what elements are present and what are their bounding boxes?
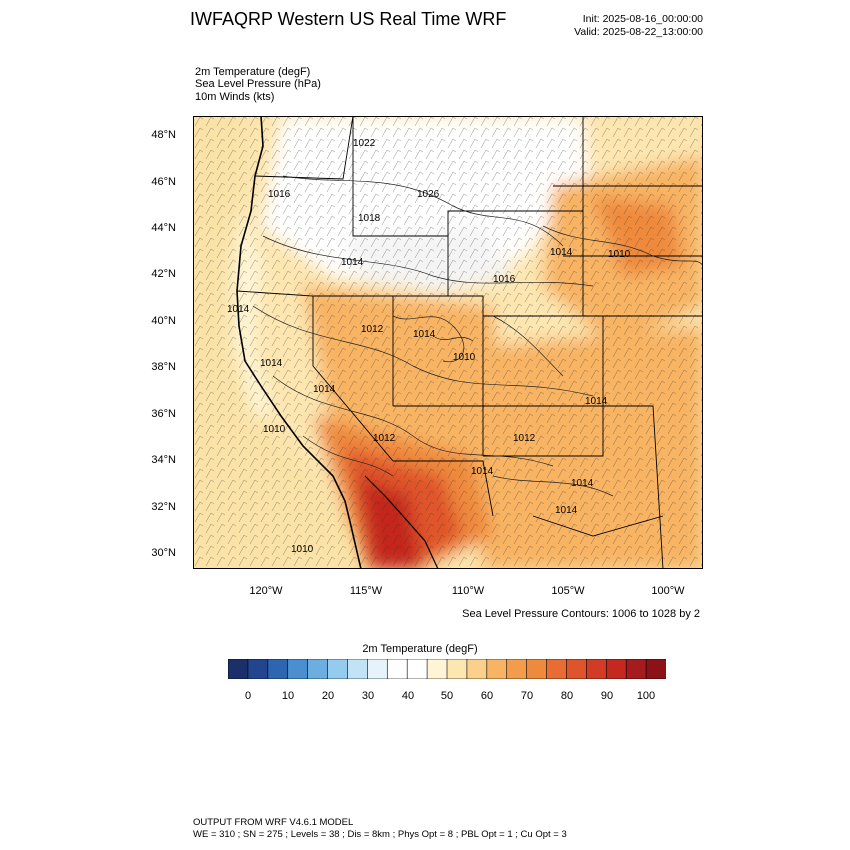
colorbar-tick: 100: [636, 690, 656, 702]
colorbar-swatch: [625, 659, 647, 679]
lat-label-36n: 36°N: [151, 408, 176, 420]
coastline: [236, 116, 362, 569]
baja-coast: [364, 475, 439, 569]
isobars: [252, 175, 703, 497]
pressure-label: 1014: [313, 384, 336, 395]
colorbar-tick: 70: [520, 690, 534, 702]
lat-label-30n: 30°N: [151, 547, 176, 559]
lat-label-34n: 34°N: [151, 454, 176, 466]
lat-label-48n: 48°N: [151, 129, 176, 141]
colorbar-swatch: [645, 659, 666, 679]
pressure-label: 1010: [263, 424, 286, 435]
pressure-label: 1012: [361, 324, 384, 335]
lon-label-100w: 100°W: [651, 585, 685, 597]
colorbar-swatch: [406, 659, 428, 679]
colorbar-swatch: [347, 659, 368, 679]
model-settings: WE = 310 ; SN = 275 ; Levels = 38 ; Dis …: [193, 829, 567, 840]
init-time: Init: 2025-08-16_00:00:00: [582, 13, 703, 25]
lat-label-44n: 44°N: [151, 222, 176, 234]
colorbar-swatch: [446, 659, 468, 679]
pressure-label: 1014: [471, 466, 494, 477]
pressure-label: 1012: [373, 433, 396, 444]
pressure-labels: 1022 1016 1026 1018 1014 1016 1014 1010 …: [227, 138, 631, 555]
colorbar-swatch: [486, 659, 508, 679]
map-title: IWFAQRP Western US Real Time WRF: [190, 9, 507, 29]
pressure-label: 1014: [413, 329, 436, 340]
colorbar-tick: 80: [560, 690, 574, 702]
lat-label-40n: 40°N: [151, 315, 176, 327]
pressure-label: 1026: [417, 189, 440, 200]
model-info: OUTPUT FROM WRF V4.6.1 MODEL: [193, 817, 354, 828]
colorbar-swatch: [307, 659, 329, 679]
colorbar-tick: 90: [600, 690, 614, 702]
colorbar-swatch: [367, 659, 388, 679]
colorbar-swatch: [466, 659, 488, 679]
colorbar-tick: 0: [244, 690, 252, 702]
colorbar-swatch: [267, 659, 289, 679]
colorbar-tick: 10: [281, 690, 295, 702]
pressure-label: 1014: [227, 304, 250, 315]
colorbar-swatch: [546, 659, 568, 679]
weather-map: 1022 1016 1026 1018 1014 1016 1014 1010 …: [193, 116, 703, 569]
pressure-label: 1014: [550, 247, 573, 258]
pressure-label: 1014: [571, 478, 594, 489]
colorbar-tick: 40: [401, 690, 415, 702]
colorbar-tick: 60: [480, 690, 494, 702]
pressure-label: 1014: [555, 505, 578, 516]
colorbar-swatch: [566, 659, 587, 679]
pressure-label: 1014: [260, 358, 283, 369]
valid-time: Valid: 2025-08-22_13:00:00: [574, 26, 703, 38]
pressure-label: 1014: [585, 396, 608, 407]
state-borders: [236, 116, 703, 569]
colorbar-swatch: [506, 659, 528, 679]
colorbar-swatch: [526, 659, 548, 679]
colorbar: [228, 659, 666, 679]
pressure-label: 1016: [493, 274, 516, 285]
colorbar-swatch: [605, 659, 627, 679]
colorbar-swatch: [287, 659, 309, 679]
lon-label-110w: 110°W: [451, 585, 485, 597]
lon-label-120w: 120°W: [249, 585, 283, 597]
field-label-pressure: Sea Level Pressure (hPa): [195, 78, 321, 90]
colorbar-tick: 50: [440, 690, 454, 702]
colorbar-title: 2m Temperature (degF): [362, 643, 478, 655]
lat-label-42n: 42°N: [151, 268, 176, 280]
colorbar-swatch: [586, 659, 607, 679]
pressure-label: 1010: [291, 544, 314, 555]
colorbar-swatch: [386, 659, 408, 679]
pressure-label: 1012: [513, 433, 536, 444]
pressure-label: 1018: [358, 213, 381, 224]
pressure-label: 1016: [268, 189, 291, 200]
lon-label-105w: 105°W: [551, 585, 585, 597]
lat-label-46n: 46°N: [151, 176, 176, 188]
colorbar-tick: 30: [361, 690, 375, 702]
lat-label-38n: 38°N: [151, 361, 176, 373]
pressure-label: 1010: [453, 352, 476, 363]
colorbar-swatch: [228, 659, 249, 679]
lon-label-115w: 115°W: [349, 585, 383, 597]
pressure-label: 1010: [608, 249, 631, 260]
colorbar-swatch: [247, 659, 269, 679]
contour-note: Sea Level Pressure Contours: 1006 to 102…: [462, 608, 700, 620]
lat-label-32n: 32°N: [151, 501, 176, 513]
field-label-winds: 10m Winds (kts): [195, 91, 275, 103]
field-label-temperature: 2m Temperature (degF): [195, 66, 311, 78]
pressure-label: 1014: [341, 257, 364, 268]
wind-barbs: [193, 116, 703, 569]
pressure-label: 1022: [353, 138, 376, 149]
colorbar-tick: 20: [321, 690, 335, 702]
colorbar-swatch: [426, 659, 448, 679]
colorbar-swatch: [327, 659, 349, 679]
